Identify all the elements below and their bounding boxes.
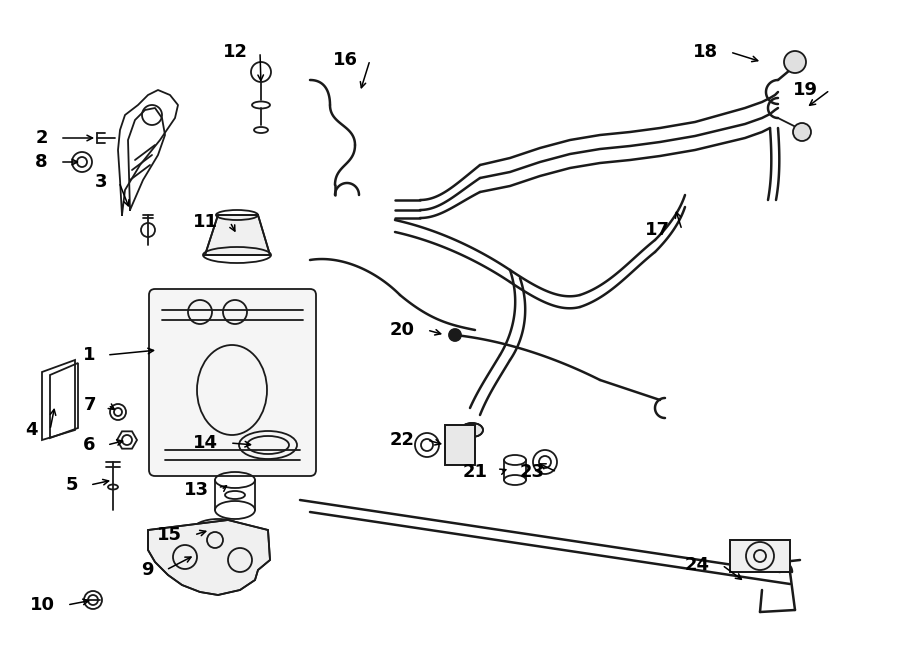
Text: 17: 17 (645, 221, 670, 239)
Text: 9: 9 (141, 561, 154, 579)
Text: 1: 1 (83, 346, 95, 364)
Text: 3: 3 (94, 173, 107, 191)
Polygon shape (445, 425, 475, 465)
Text: 7: 7 (84, 396, 96, 414)
FancyBboxPatch shape (149, 289, 316, 476)
Text: 2: 2 (35, 129, 48, 147)
Circle shape (793, 123, 811, 141)
Text: 21: 21 (463, 463, 488, 481)
Text: 5: 5 (66, 476, 78, 494)
Text: 6: 6 (83, 436, 95, 454)
Circle shape (449, 329, 461, 341)
Text: 14: 14 (193, 434, 218, 452)
Polygon shape (730, 540, 790, 572)
Polygon shape (205, 215, 270, 255)
Text: 4: 4 (25, 421, 38, 439)
Text: 15: 15 (157, 526, 182, 544)
Circle shape (784, 51, 806, 73)
Polygon shape (148, 520, 270, 595)
Text: 13: 13 (184, 481, 209, 499)
Text: 22: 22 (390, 431, 415, 449)
Text: 10: 10 (30, 596, 55, 614)
Text: 16: 16 (333, 51, 358, 69)
Text: 8: 8 (35, 153, 48, 171)
Text: 19: 19 (793, 81, 818, 99)
Ellipse shape (461, 423, 483, 437)
Text: 23: 23 (520, 463, 545, 481)
Text: 11: 11 (193, 213, 218, 231)
Text: 12: 12 (223, 43, 248, 61)
Text: 20: 20 (390, 321, 415, 339)
Text: 18: 18 (693, 43, 718, 61)
Text: 24: 24 (685, 556, 710, 574)
